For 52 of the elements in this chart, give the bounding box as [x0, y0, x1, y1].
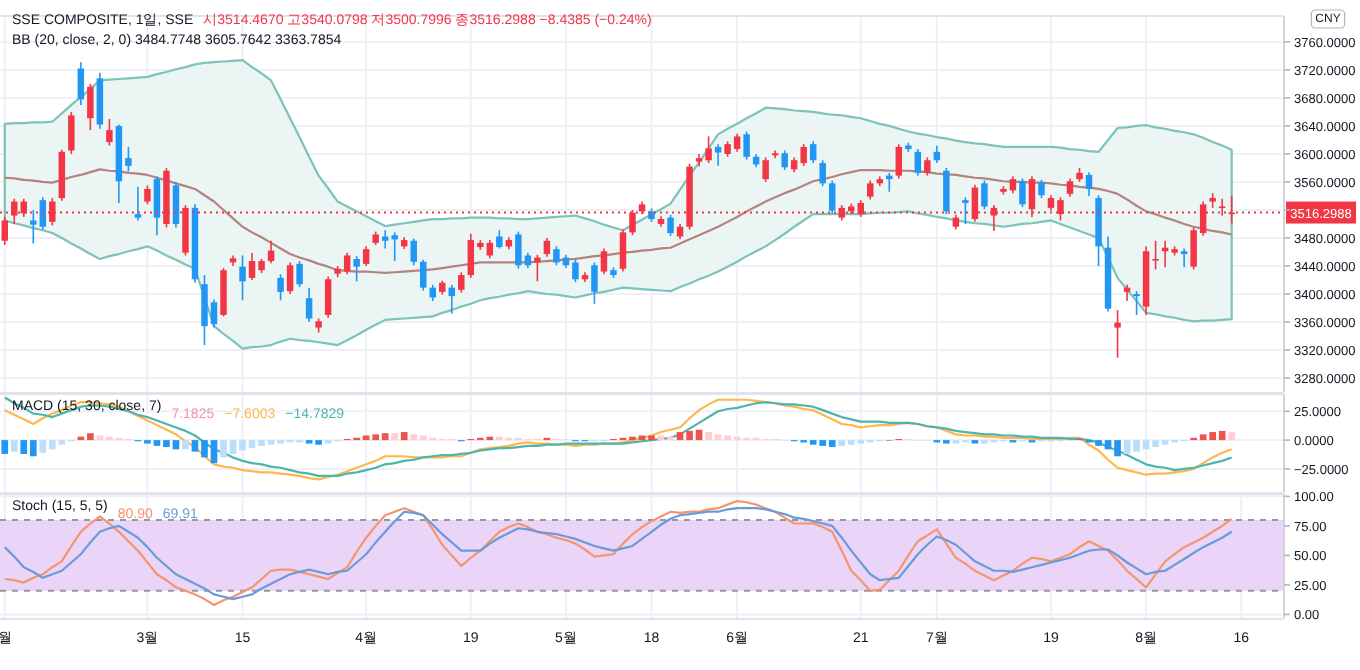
candlestick	[1, 216, 8, 246]
candlestick	[1133, 290, 1140, 316]
candlestick	[809, 140, 817, 164]
candlestick	[819, 159, 826, 187]
candlestick	[600, 247, 608, 276]
candlestick	[981, 179, 988, 211]
candlestick	[458, 271, 465, 294]
candlestick	[591, 261, 598, 305]
candlestick	[353, 255, 360, 283]
candlestick	[1085, 171, 1093, 197]
candlestick	[1038, 179, 1045, 199]
candlestick	[277, 273, 284, 302]
candlestick	[324, 275, 332, 319]
candlestick	[362, 245, 370, 267]
candlestick	[781, 149, 788, 171]
candlestick	[943, 167, 950, 215]
candlestick	[77, 61, 85, 106]
candlestick	[144, 184, 151, 206]
candlestick	[667, 214, 674, 237]
candlestick	[153, 175, 161, 236]
candlestick	[714, 143, 722, 167]
candlestick	[543, 237, 551, 258]
candlestick	[220, 267, 227, 318]
candlestick	[895, 143, 903, 180]
candlestick	[172, 181, 180, 229]
candlestick	[1114, 309, 1121, 359]
candlestick	[305, 286, 313, 323]
candlestick	[619, 228, 627, 273]
candlestick	[58, 148, 66, 202]
candlestick	[1019, 177, 1026, 208]
candlestick	[924, 156, 931, 177]
candlestick	[496, 229, 503, 250]
candlestick	[286, 261, 294, 295]
candlestick	[410, 237, 417, 267]
line-series	[3, 168, 1233, 275]
candlestick	[886, 172, 893, 193]
candlestick	[1180, 247, 1188, 269]
candlestick	[762, 156, 769, 183]
candlestick	[867, 179, 874, 201]
candlestick	[828, 179, 836, 215]
candlestick	[296, 260, 303, 288]
candlestick	[239, 254, 246, 302]
candlestick	[134, 186, 142, 222]
candlestick	[914, 148, 922, 177]
candlestick	[96, 71, 104, 130]
candlestick	[68, 111, 75, 155]
candlestick	[962, 196, 969, 225]
candlestick	[743, 130, 750, 161]
candlestick	[420, 258, 427, 292]
candlestick	[106, 118, 113, 147]
candlestick	[87, 83, 94, 131]
candlestick	[1066, 177, 1074, 198]
